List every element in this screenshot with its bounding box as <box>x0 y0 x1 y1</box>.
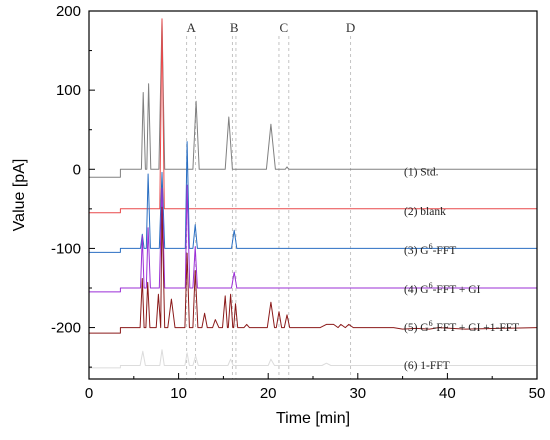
x-axis-label: Time [min] <box>276 410 350 427</box>
series-label-6: (6) 1-FFT <box>404 360 450 372</box>
x-tick-label: 10 <box>170 385 187 402</box>
series-line-2 <box>89 18 537 214</box>
series-label-4: (4) G6-FFT + GI <box>404 281 481 296</box>
x-tick-label: 40 <box>439 385 456 402</box>
series-label-3: (3) G6-FFT <box>404 242 456 257</box>
series-line-3 <box>89 141 537 253</box>
y-tick-label: 0 <box>73 161 81 178</box>
y-axis-label: Value [pA] <box>11 159 28 232</box>
ref-label-D: D <box>346 20 355 35</box>
ref-label-A: A <box>186 20 196 35</box>
series-line-5 <box>89 206 538 334</box>
y-tick-label: -200 <box>51 320 81 337</box>
ref-label-C: C <box>280 20 289 35</box>
series-label-2: (2) blank <box>404 206 446 218</box>
series-label-5: (5) G6-FFT + GI +1-FFT <box>404 319 519 334</box>
x-tick-label: 30 <box>349 385 366 402</box>
series-line-4 <box>89 184 537 293</box>
series-label-1: (1) Std. <box>404 167 439 179</box>
y-tick-label: 100 <box>56 82 81 99</box>
ref-label-B: B <box>230 20 239 35</box>
series-line-6 <box>89 349 537 369</box>
series-line-1 <box>89 18 537 178</box>
x-tick-label: 0 <box>85 385 93 402</box>
y-tick-label: 200 <box>56 3 81 20</box>
x-tick-label: 20 <box>260 385 277 402</box>
x-tick-label: 50 <box>529 385 546 402</box>
y-tick-label: -100 <box>51 240 81 257</box>
